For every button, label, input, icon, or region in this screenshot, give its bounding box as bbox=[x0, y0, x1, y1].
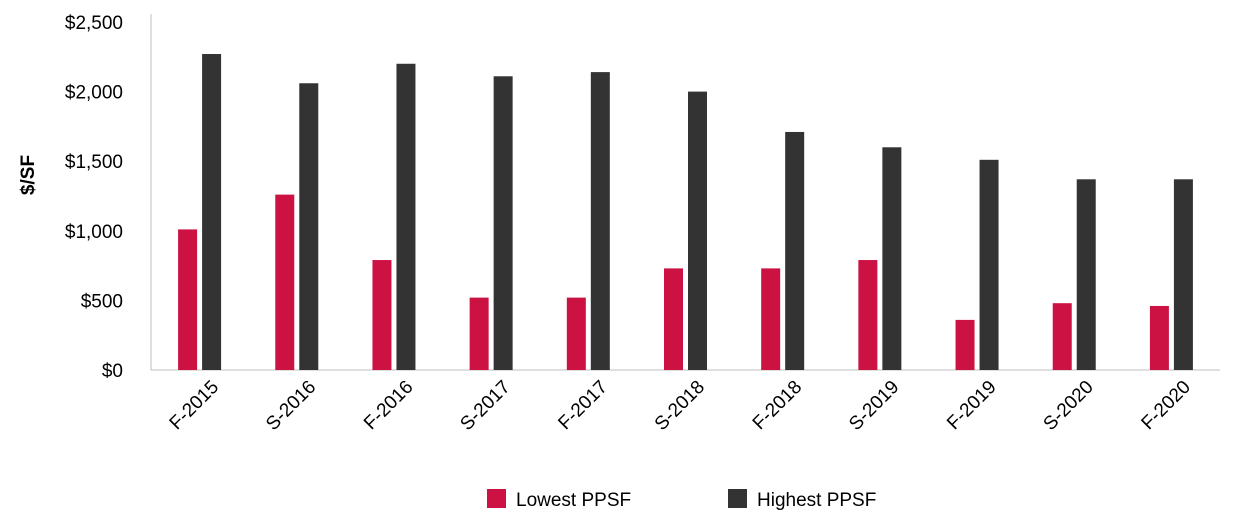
y-axis-ticks: $0 $500 $1,000 $1,500 $2,000 $2,500 bbox=[65, 13, 123, 382]
bar-highest-ppsf-f-2017 bbox=[590, 72, 610, 370]
x-tick-label: S-2019 bbox=[845, 377, 903, 435]
bar-lowest-ppsf-s-2017 bbox=[469, 297, 489, 370]
bar-lowest-ppsf-f-2020 bbox=[1149, 305, 1169, 370]
bar-highest-ppsf-f-2016 bbox=[396, 63, 416, 370]
x-tick-label: F-2018 bbox=[749, 377, 806, 434]
legend-label-lowest-ppsf: Lowest PPSF bbox=[516, 490, 631, 511]
bar-lowest-ppsf-f-2016 bbox=[372, 260, 392, 370]
bar-lowest-ppsf-s-2019 bbox=[858, 260, 878, 370]
x-tick-label: F-2019 bbox=[943, 377, 1000, 434]
bar-highest-ppsf-f-2020 bbox=[1173, 179, 1193, 370]
legend-label-highest-ppsf: Highest PPSF bbox=[757, 490, 876, 511]
bar-highest-ppsf-s-2016 bbox=[299, 83, 319, 371]
y-tick-label: $0 bbox=[102, 361, 123, 382]
bar-lowest-ppsf-s-2018 bbox=[664, 268, 683, 370]
bar-lowest-ppsf-f-2019 bbox=[955, 319, 975, 370]
bar-highest-ppsf-f-2019 bbox=[979, 159, 999, 370]
bars bbox=[178, 54, 1193, 371]
bar-lowest-ppsf-f-2017 bbox=[566, 297, 586, 370]
x-tick-label: F-2016 bbox=[360, 377, 417, 434]
x-tick-label: F-2020 bbox=[1138, 377, 1195, 434]
y-tick-label: $1,500 bbox=[65, 152, 123, 173]
x-tick-label: S-2017 bbox=[456, 377, 514, 435]
y-tick-label: $2,000 bbox=[65, 83, 123, 104]
bar-highest-ppsf-f-2018 bbox=[785, 131, 805, 370]
bar-lowest-ppsf-f-2015 bbox=[178, 229, 198, 370]
legend-swatch-highest-ppsf bbox=[728, 489, 747, 508]
x-tick-label: F-2015 bbox=[166, 377, 223, 434]
x-tick-label: S-2016 bbox=[262, 377, 320, 435]
y-tick-label: $1,000 bbox=[65, 222, 123, 243]
y-tick-label: $2,500 bbox=[65, 13, 123, 34]
legend: Lowest PPSF Highest PPSF bbox=[487, 489, 876, 511]
bar-highest-ppsf-s-2019 bbox=[882, 147, 902, 370]
y-tick-label: $500 bbox=[81, 291, 123, 312]
bar-highest-ppsf-s-2017 bbox=[493, 76, 513, 371]
bar-highest-ppsf-s-2018 bbox=[688, 91, 707, 370]
bar-highest-ppsf-f-2015 bbox=[202, 54, 222, 371]
y-axis-label: $/SF bbox=[18, 155, 39, 195]
bar-highest-ppsf-s-2020 bbox=[1076, 179, 1096, 370]
x-tick-label: S-2020 bbox=[1040, 377, 1098, 435]
x-tick-label: F-2017 bbox=[554, 377, 611, 434]
bar-lowest-ppsf-s-2016 bbox=[275, 194, 295, 370]
bar-lowest-ppsf-f-2018 bbox=[761, 268, 781, 370]
legend-swatch-lowest-ppsf bbox=[487, 489, 506, 508]
x-axis-ticks: F-2015 S-2016 F-2016 S-2017 F-2017 S-2018 F-20… bbox=[166, 377, 1195, 435]
bar-lowest-ppsf-s-2020 bbox=[1052, 303, 1072, 370]
x-tick-label: S-2018 bbox=[651, 377, 709, 435]
